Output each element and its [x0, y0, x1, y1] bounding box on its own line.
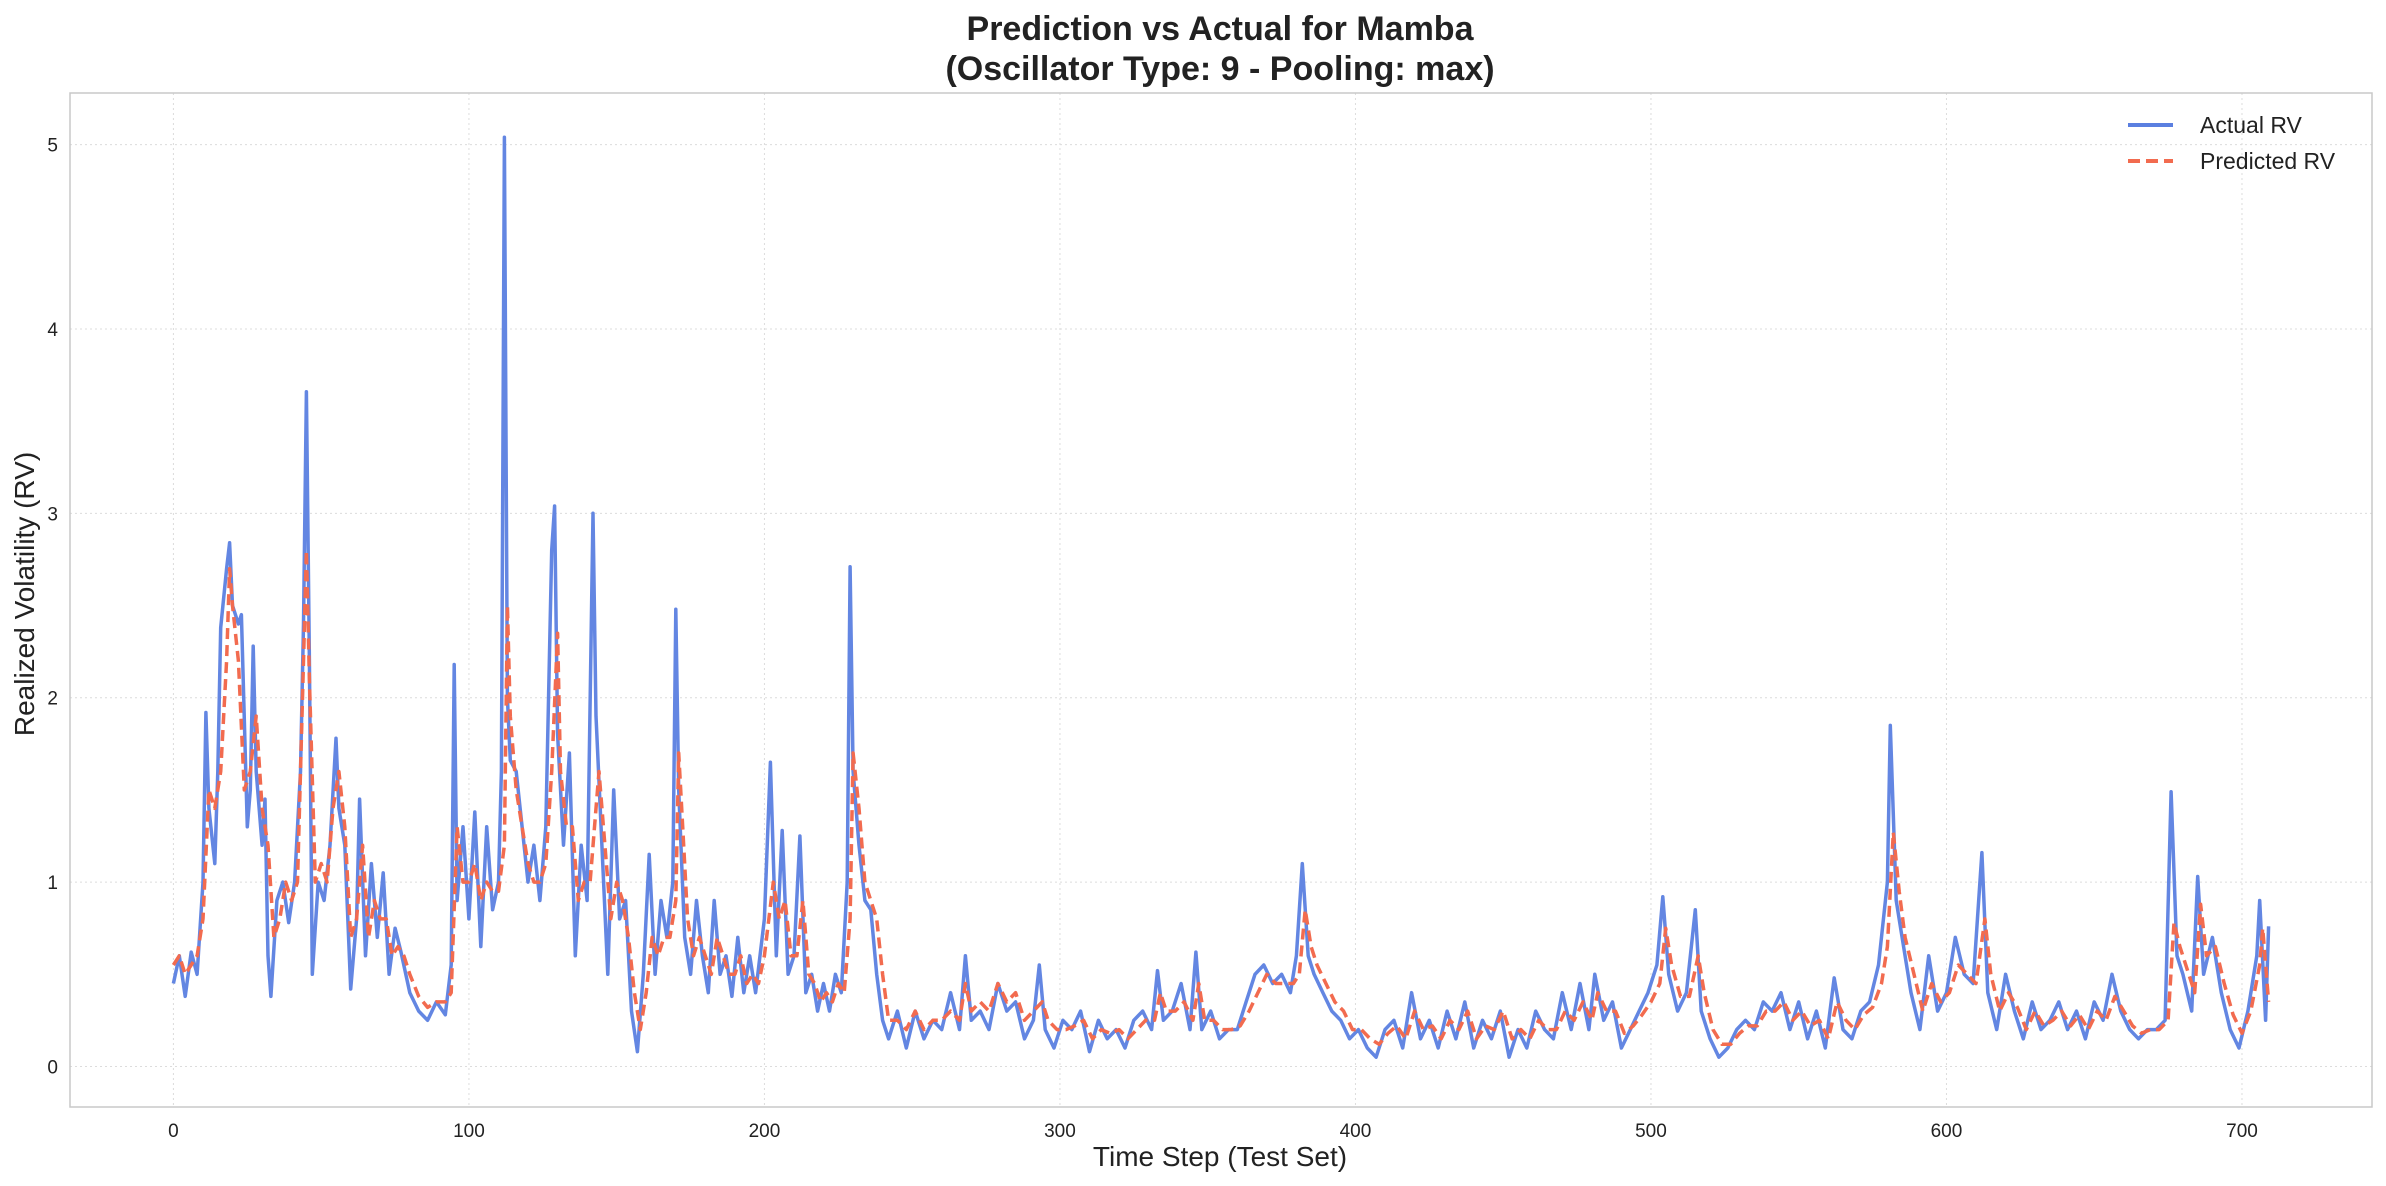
x-tick-label: 100 [453, 1121, 485, 1142]
legend-label-actual: Actual RV [2200, 112, 2303, 138]
y-axis-label: Realized Volatility (RV) [9, 452, 40, 736]
y-tick-label: 1 [47, 873, 58, 894]
series-line-predicted [171, 548, 2271, 1047]
y-tick-label: 4 [47, 320, 58, 341]
legend: Actual RV Predicted RV [2128, 112, 2336, 174]
y-tick-label: 5 [47, 136, 58, 157]
x-axis-label: Time Step (Test Set) [1093, 1141, 1347, 1172]
y-tick-label: 3 [47, 504, 58, 525]
x-tick-label: 500 [1635, 1121, 1667, 1142]
y-tick-label: 2 [47, 689, 58, 710]
axis-ticks: 0 100 200 300 400 500 600 700 0 1 2 3 4 5 [47, 136, 2257, 1142]
legend-label-predicted: Predicted RV [2200, 148, 2336, 174]
series-lines [171, 135, 2271, 1059]
series-line-actual [171, 135, 2271, 1059]
x-tick-label: 200 [749, 1121, 781, 1142]
chart-title: Prediction vs Actual for Mamba [967, 10, 1475, 48]
x-tick-label: 400 [1340, 1121, 1372, 1142]
x-tick-label: 300 [1044, 1121, 1076, 1142]
chart-subtitle: (Oscillator Type: 9 - Pooling: max) [945, 50, 1494, 88]
y-tick-label: 0 [47, 1057, 58, 1078]
grid [70, 93, 2372, 1107]
plot-frame [69, 92, 2373, 1108]
x-tick-label: 700 [2226, 1121, 2258, 1142]
x-tick-label: 0 [168, 1121, 179, 1142]
x-tick-label: 600 [1931, 1121, 1963, 1142]
